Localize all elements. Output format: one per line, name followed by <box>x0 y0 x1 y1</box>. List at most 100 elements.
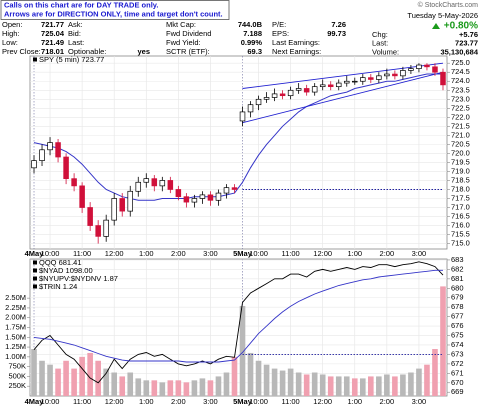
field-value: 718.01 <box>41 47 64 56</box>
y2-tick-label: 676 <box>451 321 464 330</box>
x-tick-label: 1:00 <box>347 397 362 406</box>
volume-bar <box>71 368 77 396</box>
y-tick-label: 1.00M <box>5 352 26 361</box>
volume-bar <box>432 349 438 396</box>
candle-body <box>135 181 142 192</box>
field-label: Last: <box>68 38 84 47</box>
field-label: Fwd Yield: <box>166 38 201 47</box>
y-tick-label: 715.5 <box>451 230 470 239</box>
x-tick-label: 5May <box>233 397 253 406</box>
candle-body <box>47 142 53 151</box>
volume-bar <box>119 376 126 396</box>
field-label: Volume: <box>372 47 399 56</box>
y2-tick-label: 675 <box>451 331 464 340</box>
y-tick-label: 716.0 <box>451 221 470 230</box>
volume-bar <box>343 376 350 396</box>
volume-bar <box>199 378 206 396</box>
y-tick-label: 500K <box>8 371 26 380</box>
up-arrow <box>432 23 440 29</box>
candle-body <box>295 88 302 91</box>
candle-body <box>352 80 358 83</box>
y-tick-label: 717.5 <box>451 193 470 202</box>
candle-body <box>416 64 422 69</box>
volume-bar <box>159 382 166 396</box>
volume-bar <box>287 368 294 396</box>
y-tick-label: 717.0 <box>451 202 470 211</box>
candle-body <box>311 86 318 93</box>
candle-body <box>119 198 125 212</box>
y-tick-label: 724.5 <box>451 67 470 76</box>
volume-bar <box>424 364 430 396</box>
field-label: Next Earnings: <box>272 47 321 56</box>
volume-bar <box>392 376 398 396</box>
candle-body <box>271 93 278 98</box>
volume-bar <box>111 372 118 396</box>
candle-body <box>335 82 342 88</box>
volume-bar <box>327 376 334 396</box>
moving-average <box>33 269 443 363</box>
volume-bar <box>335 376 342 396</box>
candle-body <box>215 192 222 201</box>
note-line: Calls on this chart are for DAY TRADE on… <box>4 0 158 9</box>
x-tick-label: 11:00 <box>282 397 300 406</box>
candle-body <box>223 187 230 194</box>
credit: © StockCharts.com <box>418 1 479 9</box>
x-tick-label: 10:00 <box>249 249 268 258</box>
field-label: Prev Close: <box>2 47 41 56</box>
x-tick-label: 3:00 <box>203 249 218 258</box>
field-value: 0.99% <box>241 38 263 47</box>
x-tick-label: 10:00 <box>41 249 60 258</box>
candle-body <box>111 198 117 221</box>
candle-body <box>392 73 398 77</box>
y-tick-label: 719.5 <box>451 157 470 166</box>
field-label: Fwd Dividend <box>166 29 211 38</box>
volume-bar <box>263 364 270 396</box>
candle-body <box>432 66 438 73</box>
volume-bar <box>376 376 382 396</box>
quote-date: Tuesday 5-May-2026 <box>407 11 478 20</box>
volume-bar <box>175 380 182 396</box>
volume-bar <box>63 360 69 396</box>
volume-bar <box>127 372 134 396</box>
volume-bar <box>31 349 37 396</box>
legend-swatch <box>33 57 37 62</box>
candle-body <box>239 111 246 122</box>
trend-line <box>242 62 444 89</box>
y-tick-label: 2.25M <box>5 303 26 312</box>
legend-entry: QQQ 681.41 <box>39 258 82 267</box>
volume-bar <box>416 368 422 396</box>
moving-average <box>33 73 443 201</box>
x-tick-label: 2:00 <box>380 397 395 406</box>
candle-body <box>287 89 294 97</box>
volume-bar <box>303 374 310 396</box>
y-tick-label: 723.5 <box>451 85 470 94</box>
y2-tick-label: 683 <box>451 255 464 264</box>
candle-body <box>87 207 93 226</box>
field-value: 744.0B <box>238 20 263 29</box>
y-tick-label: 723.0 <box>451 94 470 103</box>
x-tick-label: 12:00 <box>105 249 124 258</box>
field-label: Low: <box>2 38 18 47</box>
candle-body <box>55 142 61 158</box>
field-value: 721.77 <box>41 20 64 29</box>
field-label: Last: <box>372 39 388 48</box>
volume-bar <box>183 382 190 396</box>
x-tick-label: 3:00 <box>412 249 427 258</box>
field-label: P/E: <box>272 20 286 29</box>
y2-tick-label: 670 <box>451 378 464 387</box>
candle-body <box>303 88 310 93</box>
y2-tick-label: 669 <box>451 387 464 396</box>
field-label: Ask: <box>68 20 83 29</box>
x-tick-label: 10:00 <box>41 397 60 406</box>
y-tick-label: 724.0 <box>451 76 470 85</box>
y-tick-label: 725.0 <box>451 58 470 67</box>
field-label: High: <box>2 29 20 38</box>
volume-bar <box>207 380 214 396</box>
candle-body <box>344 80 350 84</box>
field-value: 723.77 <box>455 39 478 48</box>
volume-bar <box>151 380 158 396</box>
candle-body <box>376 75 382 80</box>
x-tick-label: 1:00 <box>347 249 362 258</box>
y-tick-label: 720.5 <box>451 139 470 148</box>
